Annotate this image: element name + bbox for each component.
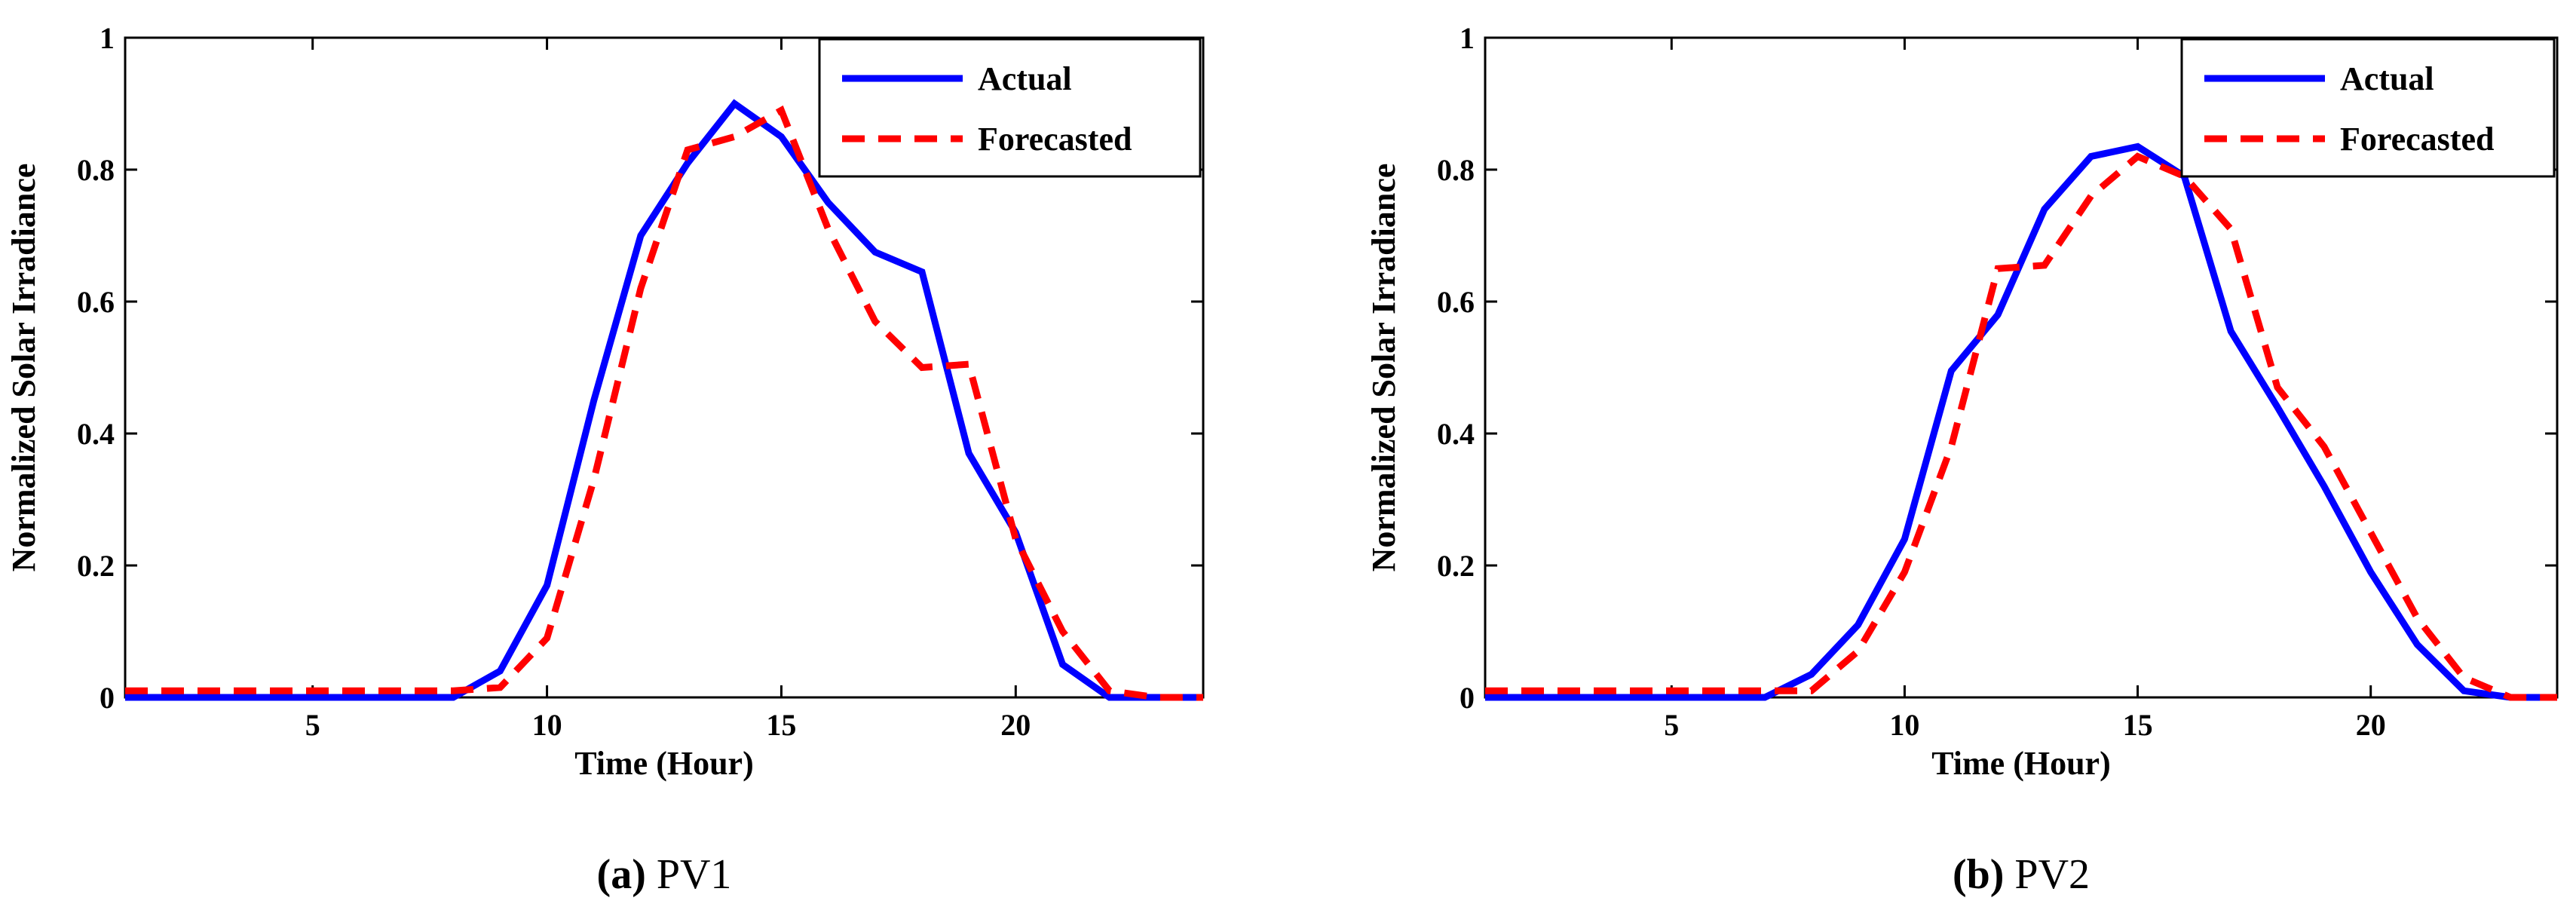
y-tick-label: 1	[1460, 21, 1475, 55]
x-tick-label: 15	[766, 708, 796, 742]
x-tick-label: 5	[305, 708, 320, 742]
series-line-forecasted	[125, 105, 1203, 701]
y-axis-label: Normalized Solar Irradiance	[1365, 164, 1402, 572]
y-tick-label: 0.8	[1437, 153, 1475, 187]
y-axis-label: Normalized Solar Irradiance	[5, 164, 42, 572]
caption-tag: (a)	[597, 851, 646, 898]
y-tick-label: 0	[100, 681, 115, 715]
x-tick-label: 20	[1000, 708, 1031, 742]
legend-label-actual: Actual	[2340, 60, 2434, 97]
subfigure-caption: (b) PV2	[1953, 851, 2090, 898]
y-tick-label: 0.2	[1437, 549, 1475, 583]
subfigure-caption: (a) PV1	[597, 851, 732, 898]
x-tick-label: 10	[532, 708, 562, 742]
legend-label-forecasted: Forecasted	[2340, 121, 2494, 158]
x-tick-label: 10	[1889, 708, 1919, 742]
series-line-forecasted	[1485, 152, 2557, 701]
y-tick-label: 0.4	[1437, 417, 1475, 451]
legend-label-forecasted: Forecasted	[978, 121, 1132, 158]
y-tick-label: 0.8	[77, 153, 115, 187]
caption-tag: (b)	[1953, 851, 2004, 898]
legend-box	[818, 38, 1202, 178]
legend-box	[2180, 38, 2556, 178]
x-axis-label: Time (Hour)	[574, 745, 754, 782]
y-tick-label: 0.6	[1437, 285, 1475, 319]
caption-text: PV2	[2004, 851, 2090, 898]
y-tick-label: 1	[100, 21, 115, 55]
x-tick-label: 15	[2123, 708, 2153, 742]
y-tick-label: 0.4	[77, 417, 115, 451]
caption-text: PV1	[646, 851, 732, 898]
legend-label-actual: Actual	[978, 60, 1072, 97]
x-axis-label: Time (Hour)	[1931, 745, 2111, 782]
x-tick-label: 20	[2356, 708, 2386, 742]
y-tick-label: 0.2	[77, 549, 115, 583]
series-line-actual	[1485, 142, 2557, 701]
y-tick-label: 0	[1460, 681, 1475, 715]
y-tick-label: 0.6	[77, 285, 115, 319]
x-tick-label: 5	[1664, 708, 1679, 742]
